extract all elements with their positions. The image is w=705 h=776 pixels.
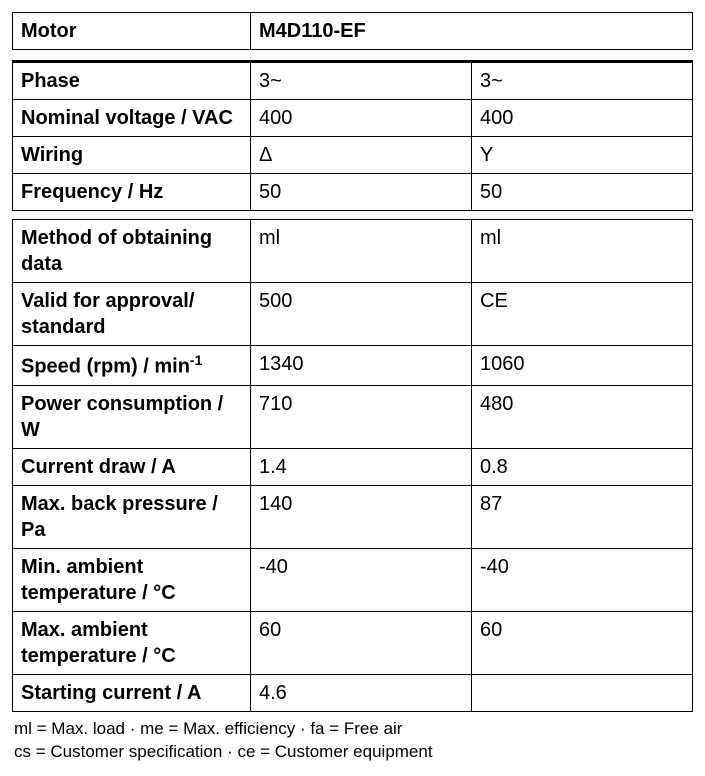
- row-value-2: 50: [472, 174, 693, 211]
- table-row: Current draw / A1.40.8: [13, 448, 693, 485]
- row-value-2: CE: [472, 283, 693, 346]
- row-value-2: -40: [472, 548, 693, 611]
- table-row: Phase3~3~: [13, 62, 693, 100]
- data-tbody: Method of obtaining datamlmlValid for ap…: [13, 220, 693, 712]
- row-label: Current draw / A: [13, 448, 251, 485]
- row-label: Frequency / Hz: [13, 174, 251, 211]
- motor-table: Motor M4D110-EF: [12, 12, 693, 50]
- row-value-1: 710: [251, 385, 472, 448]
- row-value-1: 1.4: [251, 448, 472, 485]
- table-row: Valid for approval/ standard500CE: [13, 283, 693, 346]
- row-value-1: 1340: [251, 346, 472, 386]
- table-row: Frequency / Hz5050: [13, 174, 693, 211]
- table-row: Starting current / A4.6: [13, 674, 693, 711]
- footnote: ml = Max. load · me = Max. efficiency · …: [12, 718, 693, 764]
- row-label: Min. ambient temperature / °C: [13, 548, 251, 611]
- row-label: Nominal voltage / VAC: [13, 100, 251, 137]
- row-value-1: Δ: [251, 137, 472, 174]
- row-value-1: 50: [251, 174, 472, 211]
- row-label: Starting current / A: [13, 674, 251, 711]
- spec-table: Phase3~3~Nominal voltage / VAC400400Wiri…: [12, 60, 693, 211]
- row-value-1: -40: [251, 548, 472, 611]
- row-label: Speed (rpm) / min-1: [13, 346, 251, 386]
- row-value-1: 140: [251, 485, 472, 548]
- row-label: Valid for approval/ standard: [13, 283, 251, 346]
- row-value-1: 400: [251, 100, 472, 137]
- row-value-2: 1060: [472, 346, 693, 386]
- row-value-1: 4.6: [251, 674, 472, 711]
- footnote-line1: ml = Max. load · me = Max. efficiency · …: [14, 718, 693, 741]
- table-row: Speed (rpm) / min-113401060: [13, 346, 693, 386]
- row-label: Max. back pressure / Pa: [13, 485, 251, 548]
- motor-value: M4D110-EF: [251, 13, 693, 50]
- row-value-1: 3~: [251, 62, 472, 100]
- row-value-2: Y: [472, 137, 693, 174]
- table-row: Max. back pressure / Pa14087: [13, 485, 693, 548]
- row-label: Power consumption / W: [13, 385, 251, 448]
- row-value-2: 400: [472, 100, 693, 137]
- motor-label: Motor: [13, 13, 251, 50]
- row-label: Method of obtaining data: [13, 220, 251, 283]
- row-value-2: 0.8: [472, 448, 693, 485]
- footnote-line2: cs = Customer specification · ce = Custo…: [14, 741, 693, 764]
- table-row: Nominal voltage / VAC400400: [13, 100, 693, 137]
- spec-tbody: Phase3~3~Nominal voltage / VAC400400Wiri…: [13, 62, 693, 211]
- row-label: Max. ambient temperature / °C: [13, 611, 251, 674]
- row-label: Phase: [13, 62, 251, 100]
- table-row: WiringΔY: [13, 137, 693, 174]
- row-value-1: 500: [251, 283, 472, 346]
- row-value-2: 60: [472, 611, 693, 674]
- row-value-2: ml: [472, 220, 693, 283]
- row-value-1: ml: [251, 220, 472, 283]
- row-value-2: 480: [472, 385, 693, 448]
- row-label: Wiring: [13, 137, 251, 174]
- row-value-2: 3~: [472, 62, 693, 100]
- table-row: Max. ambient temperature / °C6060: [13, 611, 693, 674]
- table-row: Method of obtaining datamlml: [13, 220, 693, 283]
- row-value-2: [472, 674, 693, 711]
- row-value-2: 87: [472, 485, 693, 548]
- data-table: Method of obtaining datamlmlValid for ap…: [12, 219, 693, 712]
- row-value-1: 60: [251, 611, 472, 674]
- table-row: Min. ambient temperature / °C-40-40: [13, 548, 693, 611]
- table-row: Power consumption / W710480: [13, 385, 693, 448]
